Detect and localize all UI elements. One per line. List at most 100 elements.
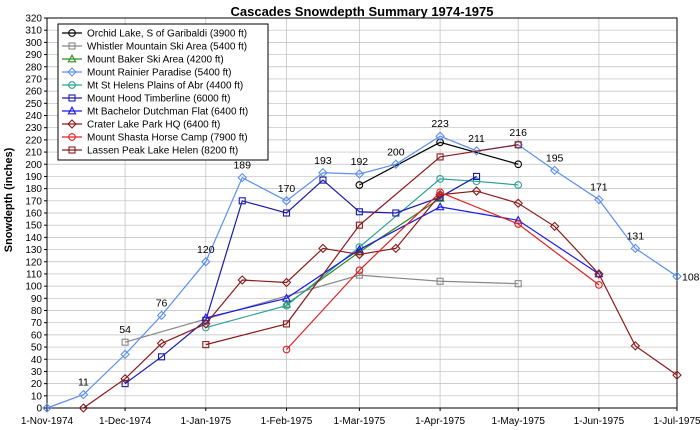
y-tick-label: 320: [25, 14, 42, 25]
y-tick-label: 200: [25, 160, 42, 171]
data-point: [67, 106, 77, 115]
data-point: [513, 215, 523, 224]
data-label: 211: [468, 133, 485, 145]
y-tick-label: 130: [25, 245, 42, 256]
data-point: [201, 319, 211, 329]
data-label: 131: [627, 230, 645, 242]
data-point: [355, 221, 363, 229]
data-point: [391, 243, 401, 254]
x-tick-label: 1-Mar-1975: [334, 416, 386, 427]
x-tick-label: 1-Feb-1975: [261, 416, 313, 427]
data-point: [68, 146, 76, 154]
data-point: [549, 221, 560, 232]
data-label: 54: [119, 324, 131, 336]
data-point: [68, 81, 76, 89]
y-tick-label: 0: [36, 404, 42, 415]
data-point: [68, 133, 76, 141]
legend-label: Crater Lake Park HQ (6400 ft): [87, 120, 220, 131]
data-point: [514, 141, 522, 149]
legend: Orchid Lake, S of Garibaldi (3900 ft) Whi…: [57, 23, 269, 161]
x-tick-label: 1-Apr-1975: [415, 416, 465, 427]
legend-item: Mount Baker Ski Area (4200 ft): [62, 54, 224, 66]
data-label: 120: [197, 244, 215, 256]
legend-label: Whistler Mountain Ski Area (5400 ft): [87, 42, 247, 53]
data-point: [202, 341, 210, 349]
data-point: [472, 177, 481, 186]
series-line: [205, 144, 519, 346]
data-point: [436, 175, 444, 183]
series-line: [359, 141, 519, 186]
data-point: [594, 194, 604, 205]
data-point: [672, 370, 682, 380]
data-point: [514, 220, 523, 228]
data-point: [78, 403, 89, 413]
x-tick-label: 1-May-1975: [492, 416, 546, 427]
y-tick-label: 260: [25, 87, 42, 98]
x-tick-label: 1-Dec-1974: [99, 416, 152, 427]
y-tick-label: 170: [25, 196, 42, 207]
legend-label: Orchid Lake, S of Garibaldi (3900 ft): [87, 29, 247, 40]
data-label: 200: [387, 146, 405, 158]
series-line: [286, 191, 600, 350]
data-point: [67, 119, 77, 129]
data-point: [42, 403, 52, 413]
data-point: [595, 281, 603, 289]
y-axis-label: Snowdepth (inches): [3, 147, 15, 252]
legend-item: Orchid Lake, S of Garibaldi (3900 ft): [62, 29, 247, 40]
legend-box: [57, 23, 269, 161]
data-point: [78, 389, 89, 400]
series-line: [83, 190, 678, 409]
y-tick-label: 140: [25, 233, 42, 244]
data-point: [156, 310, 167, 321]
y-tick-label: 210: [25, 148, 42, 159]
legend-item: Mt Bachelor Dutchman Flat (6400 ft): [62, 106, 248, 118]
data-point: [672, 271, 682, 282]
data-label: 223: [431, 118, 449, 130]
legend-label: Mount Rainier Paradise (5400 ft): [87, 68, 232, 79]
data-point: [237, 172, 248, 183]
data-point: [355, 181, 364, 189]
legend-label: Mount Shasta Horse Camp (7900 ft): [87, 133, 248, 144]
y-tick-label: 50: [31, 343, 43, 354]
data-point: [281, 196, 292, 206]
y-tick-label: 250: [25, 99, 42, 110]
data-label: 108: [682, 271, 700, 283]
data-point: [120, 349, 130, 360]
data-point: [319, 176, 327, 184]
y-tick-label: 30: [31, 367, 43, 378]
legend-label: Mt St Helens Plains of Abr (4400 ft): [87, 81, 243, 92]
data-label: 195: [546, 152, 564, 164]
y-tick-label: 90: [31, 294, 43, 305]
data-point: [435, 131, 445, 141]
y-tick-label: 160: [25, 209, 42, 220]
data-point: [355, 266, 364, 275]
data-point: [471, 186, 482, 196]
x-tick-label: 1-Jul-1975: [653, 416, 700, 427]
data-point: [472, 172, 481, 180]
data-point: [67, 67, 77, 77]
data-point: [355, 271, 363, 279]
data-point: [513, 198, 523, 209]
data-point: [282, 320, 291, 328]
data-point: [201, 256, 211, 267]
legend-item: Crater Lake Park HQ (6400 ft): [62, 119, 220, 131]
series: [282, 188, 603, 354]
data-point: [282, 345, 291, 354]
data-point: [68, 42, 76, 50]
y-tick-label: 20: [31, 379, 43, 390]
y-tick-label: 70: [31, 318, 43, 329]
y-tick-label: 10: [31, 391, 43, 402]
data-point: [355, 208, 363, 216]
data-point: [282, 301, 291, 310]
y-tick-label: 80: [31, 306, 43, 317]
data-label: 189: [233, 160, 251, 172]
y-tick-label: 110: [26, 269, 42, 280]
data-point: [68, 29, 76, 37]
data-point: [436, 138, 444, 147]
series-line: [205, 206, 600, 319]
legend-label: Mt Bachelor Dutchman Flat (6400 ft): [87, 107, 248, 118]
data-label: 11: [78, 377, 89, 389]
data-point: [68, 94, 76, 102]
data-point: [281, 277, 292, 288]
x-tick-label: 1-Jun-1975: [574, 416, 625, 427]
